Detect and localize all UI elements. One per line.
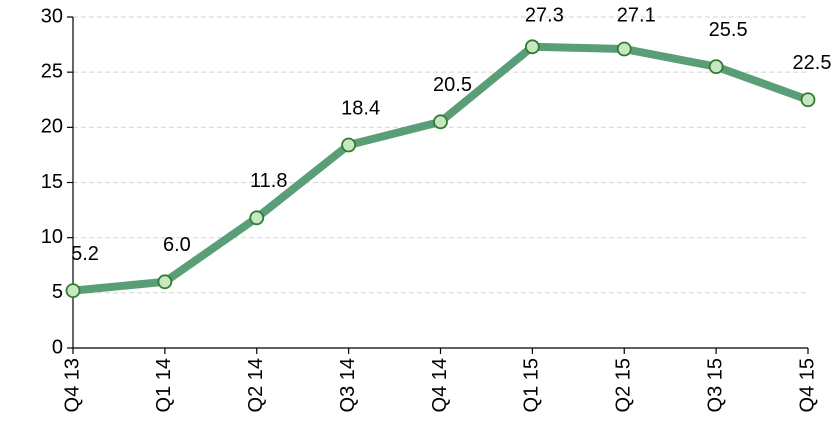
- y-tick-label: 20: [41, 116, 63, 138]
- y-tick-label: 25: [41, 60, 63, 82]
- y-tick-label: 5: [52, 281, 63, 303]
- y-tick-label: 10: [41, 226, 63, 248]
- data-point: [341, 137, 357, 153]
- x-tick-label: Q2 14: [245, 358, 267, 412]
- data-point: [249, 210, 265, 226]
- data-point: [616, 41, 632, 57]
- x-tick-label: Q4 15: [796, 358, 818, 412]
- y-tick-label: 0: [52, 336, 63, 358]
- y-tick-label: 15: [41, 171, 63, 193]
- x-tick-label: Q3 15: [704, 358, 726, 412]
- data-label: 18.4: [341, 97, 380, 119]
- x-tick-label: Q4 13: [61, 358, 83, 412]
- x-tick-label: Q2 15: [613, 358, 635, 412]
- data-label: 11.8: [250, 170, 287, 192]
- y-tick-label: 30: [41, 5, 63, 27]
- data-label: 6.0: [163, 234, 191, 256]
- data-point: [708, 59, 724, 75]
- data-label: 27.1: [617, 4, 656, 26]
- data-point: [157, 274, 173, 290]
- x-tick-label: Q1 15: [521, 358, 543, 412]
- data-label: 22.5: [793, 52, 832, 74]
- data-point: [433, 114, 448, 130]
- x-tick-label: Q3 14: [337, 358, 359, 412]
- data-label: 5.2: [71, 243, 99, 265]
- data-label: 20.5: [433, 74, 472, 96]
- x-tick-label: Q1 14: [153, 358, 175, 412]
- data-point: [65, 283, 81, 299]
- x-tick-label: Q4 14: [429, 358, 451, 412]
- data-label: 27.3: [525, 4, 564, 26]
- data-point: [524, 39, 540, 55]
- data-label: 25.5: [709, 19, 748, 41]
- data-point: [800, 92, 816, 108]
